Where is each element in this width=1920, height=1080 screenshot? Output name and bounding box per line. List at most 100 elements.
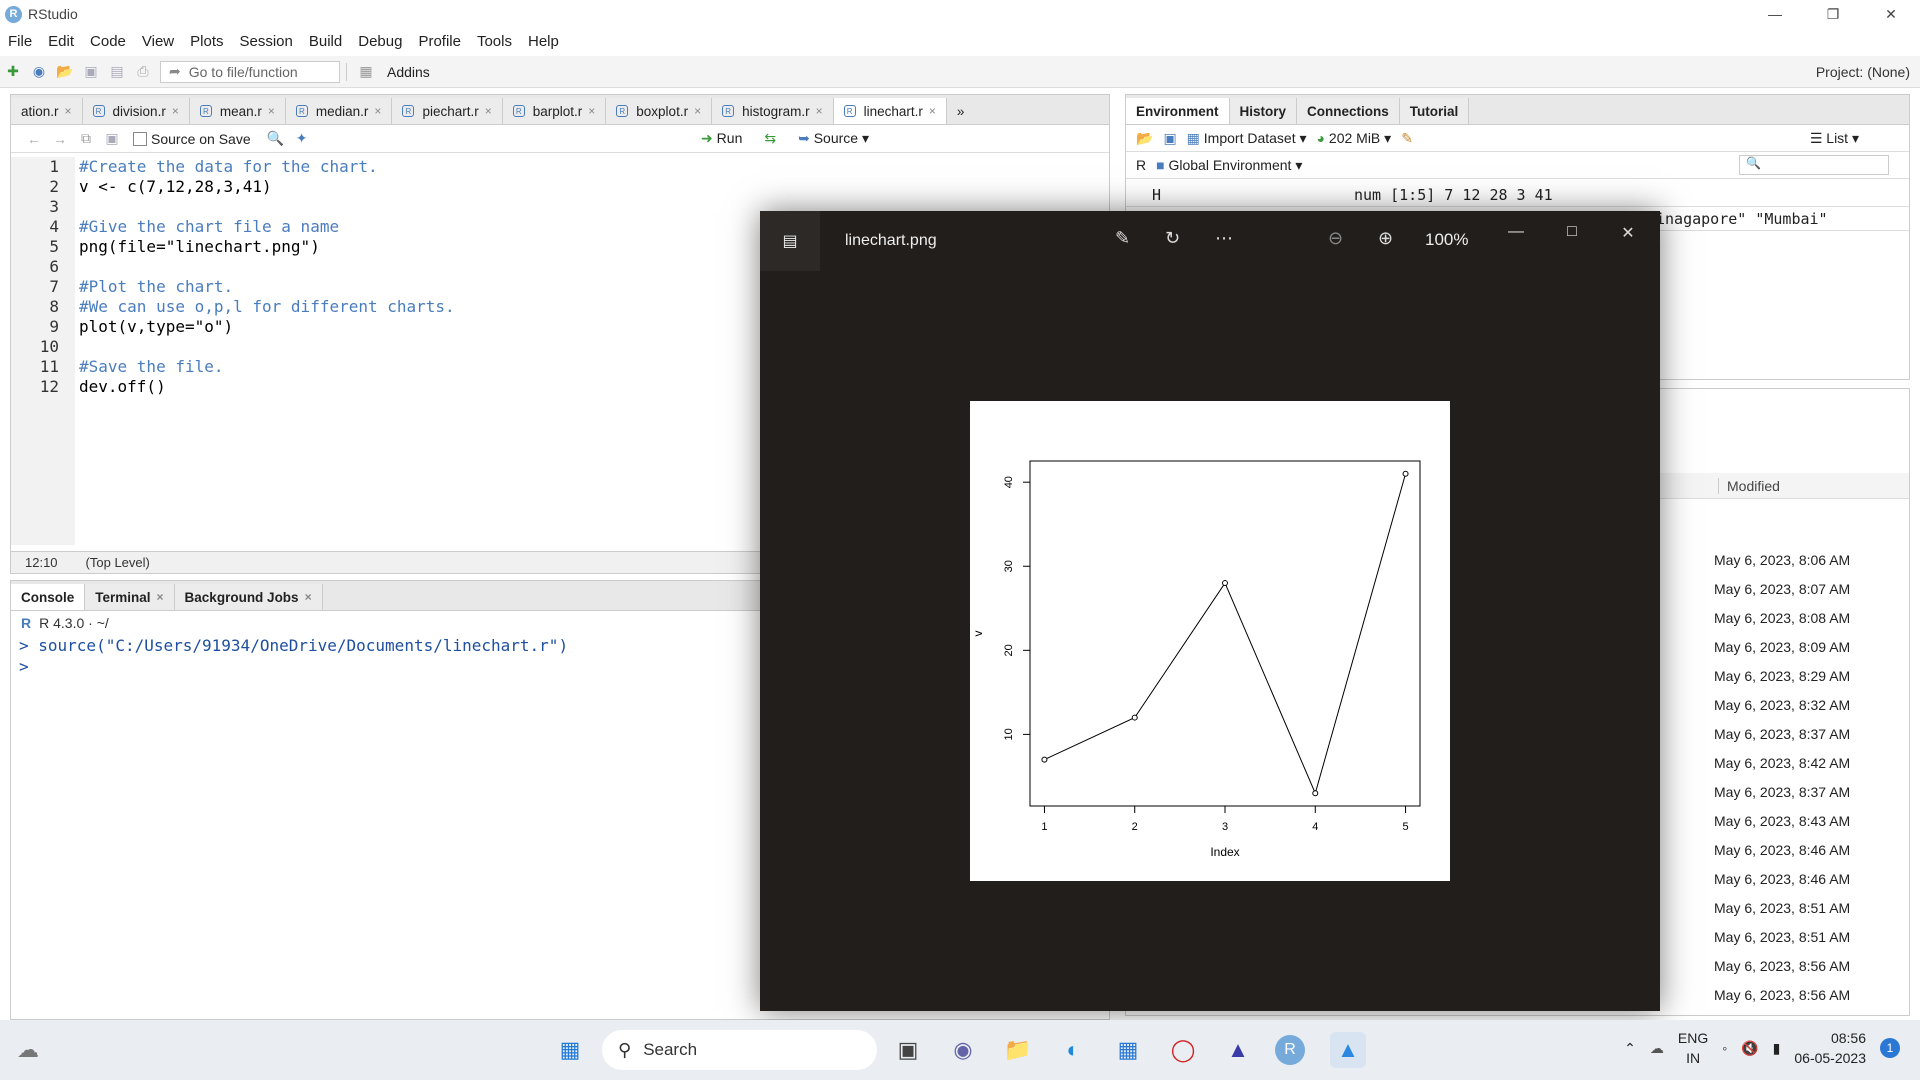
teams-chat-icon[interactable]: ◉ <box>953 1037 973 1062</box>
more-options-icon[interactable]: ⋯ <box>1215 228 1233 248</box>
menu-file[interactable]: File <box>8 32 33 50</box>
close-icon[interactable]: × <box>374 104 382 118</box>
notification-badge[interactable]: 1 <box>1880 1038 1900 1058</box>
tab-terminal[interactable]: Terminal × <box>85 584 175 610</box>
close-icon[interactable]: × <box>64 104 72 118</box>
project-menu[interactable]: Project: (None) <box>1815 64 1910 80</box>
close-icon[interactable]: × <box>171 104 179 118</box>
edge-browser-icon[interactable]: ◐ <box>1066 1037 1080 1062</box>
restore-button[interactable]: ❐ <box>1826 5 1840 22</box>
viewer-maximize-button[interactable]: □ <box>1567 223 1577 240</box>
tab-connections[interactable]: Connections <box>1297 98 1400 124</box>
rerun-button[interactable]: ⇆ <box>764 130 777 146</box>
clock[interactable]: 08:56 06-05-2023 <box>1794 1028 1866 1068</box>
source-on-save-checkbox[interactable] <box>133 131 147 146</box>
grid-layout-icon[interactable]: ▦ <box>359 63 373 79</box>
chevron-up-icon[interactable]: ⌃ <box>1624 1039 1636 1056</box>
zoom-in-icon[interactable]: ⊕ <box>1378 228 1394 248</box>
back-arrow-icon[interactable]: ← <box>27 130 41 147</box>
memory-usage[interactable]: ◕ 202 MiB ▾ <box>1316 129 1392 146</box>
zoom-out-icon[interactable]: ⊖ <box>1328 228 1344 248</box>
menu-view[interactable]: View <box>141 32 175 50</box>
menu-plots[interactable]: Plots <box>190 32 224 50</box>
minimize-button[interactable]: — <box>1768 6 1782 22</box>
search-icon[interactable]: 🔍 <box>266 130 285 146</box>
language-indicator[interactable]: ENG IN <box>1678 1028 1708 1068</box>
tab-environment[interactable]: Environment <box>1126 98 1230 124</box>
store-icon[interactable]: ▦ <box>1117 1037 1139 1062</box>
menu-help[interactable]: Help <box>528 32 559 50</box>
tab-console[interactable]: Console <box>11 584 86 610</box>
new-project-icon[interactable]: ◉ <box>32 63 46 79</box>
broom-icon[interactable]: ✎ <box>1401 129 1413 146</box>
viewer-close-button[interactable]: ✕ <box>1621 225 1635 242</box>
goto-file-input[interactable]: ➦ Go to file/function <box>160 60 340 83</box>
menu-code[interactable]: Code <box>90 32 126 50</box>
close-icon[interactable]: × <box>267 104 275 118</box>
start-button-icon[interactable]: ▦ <box>559 1037 581 1062</box>
close-icon[interactable]: × <box>484 104 492 118</box>
onedrive-icon[interactable]: ☁ <box>1649 1039 1664 1056</box>
open-folder-icon[interactable]: 📂 <box>56 63 74 79</box>
print-icon[interactable]: ⎙ <box>137 63 149 79</box>
save-icon[interactable]: ▣ <box>84 63 98 79</box>
source-button[interactable]: ➥ Source ▾ <box>798 130 869 146</box>
list-view-button[interactable]: ☰ List ▾ <box>1809 129 1859 146</box>
load-workspace-icon[interactable]: 📂 <box>1136 129 1154 146</box>
show-in-window-icon[interactable]: ⧉ <box>81 130 91 146</box>
menu-tools[interactable]: Tools <box>476 32 512 50</box>
menu-debug[interactable]: Debug <box>358 32 403 50</box>
menu-profile[interactable]: Profile <box>418 32 461 50</box>
menu-session[interactable]: Session <box>239 32 293 50</box>
global-env-selector[interactable]: ■ Global Environment ▾ <box>1156 156 1303 173</box>
modified-column-header[interactable]: Modified <box>1718 478 1780 494</box>
import-dataset-button[interactable]: ▦ Import Dataset ▾ <box>1186 129 1307 146</box>
tab-ation[interactable]: ation.r × <box>11 98 83 124</box>
environment-search-input[interactable]: 🔍 <box>1739 155 1889 175</box>
console-prompt[interactable]: > <box>19 657 29 676</box>
close-icon[interactable]: × <box>156 590 164 604</box>
weather-icon[interactable]: ☁ <box>17 1037 39 1062</box>
mcafee-icon[interactable]: ◯ <box>1170 1037 1196 1062</box>
scope-selector[interactable]: (Top Level) <box>85 555 150 570</box>
rstudio-taskbar-icon[interactable]: R <box>1275 1035 1305 1065</box>
close-icon[interactable]: × <box>928 104 936 118</box>
menu-edit[interactable]: Edit <box>48 32 75 50</box>
close-icon[interactable]: × <box>588 104 596 118</box>
save-icon[interactable]: ▣ <box>105 130 119 146</box>
close-button[interactable]: ✕ <box>1885 5 1897 22</box>
viewer-minimize-button[interactable]: — <box>1508 223 1524 240</box>
menu-build[interactable]: Build <box>308 32 343 50</box>
run-button[interactable]: ➜ Run <box>701 130 742 147</box>
save-workspace-icon[interactable]: ▣ <box>1163 129 1177 146</box>
rotate-icon[interactable]: ↻ <box>1165 228 1181 248</box>
file-explorer-icon[interactable]: 📁 <box>1004 1037 1032 1062</box>
tab-tutorial[interactable]: Tutorial <box>1399 98 1470 124</box>
volume-muted-icon[interactable]: 🔇 <box>1741 1039 1759 1056</box>
tab-background-jobs[interactable]: Background Jobs × <box>174 584 323 610</box>
forward-arrow-icon[interactable]: → <box>53 130 67 147</box>
edit-image-icon[interactable]: ✎ <box>1115 228 1131 248</box>
new-file-icon[interactable]: ✚ <box>7 63 19 79</box>
task-view-icon[interactable]: ▣ <box>897 1037 919 1062</box>
wifi-icon[interactable]: ◦ <box>1722 1040 1728 1056</box>
magic-wand-icon[interactable]: ✦ <box>295 130 308 146</box>
app-icon[interactable]: ▲ <box>1227 1037 1249 1062</box>
code-area[interactable]: 1 #Create the data for the chart. 2 v <- c(… <box>11 157 1109 545</box>
language-selector[interactable]: R <box>1136 157 1147 173</box>
taskbar-search[interactable]: ⚲ Search <box>602 1030 877 1070</box>
close-icon[interactable]: × <box>694 104 702 118</box>
tab-history[interactable]: History <box>1229 98 1298 124</box>
photos-taskbar-icon[interactable]: ▲ <box>1330 1032 1366 1068</box>
more-tabs-button[interactable]: » <box>956 103 965 119</box>
save-all-icon[interactable]: ▤ <box>110 63 124 79</box>
close-icon[interactable]: × <box>304 590 312 604</box>
